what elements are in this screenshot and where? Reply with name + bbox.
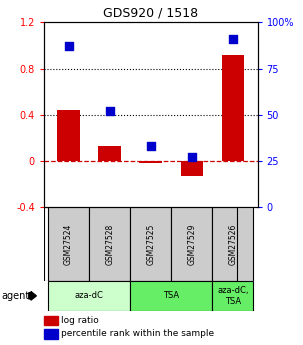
Bar xyxy=(44,316,58,325)
Text: GSM27524: GSM27524 xyxy=(64,224,73,265)
Text: agent: agent xyxy=(2,291,30,301)
Text: aza-dC: aza-dC xyxy=(75,291,104,300)
Title: GDS920 / 1518: GDS920 / 1518 xyxy=(103,7,198,20)
Text: GSM27528: GSM27528 xyxy=(105,224,114,265)
Point xyxy=(231,36,235,42)
Bar xyxy=(48,207,89,281)
Bar xyxy=(44,329,58,338)
Text: log ratio: log ratio xyxy=(61,316,98,325)
Bar xyxy=(171,207,212,281)
Bar xyxy=(221,55,244,161)
Text: GSM27526: GSM27526 xyxy=(228,224,238,265)
Point xyxy=(189,155,194,160)
Bar xyxy=(48,281,130,310)
Point xyxy=(107,108,112,114)
Point xyxy=(148,143,153,149)
Bar xyxy=(212,207,253,281)
Text: aza-dC,
TSA: aza-dC, TSA xyxy=(217,286,249,306)
Bar xyxy=(212,281,253,310)
Text: percentile rank within the sample: percentile rank within the sample xyxy=(61,329,214,338)
Bar xyxy=(130,207,171,281)
Bar xyxy=(98,146,121,161)
Bar xyxy=(139,161,162,163)
Bar xyxy=(181,161,203,176)
Bar xyxy=(57,110,80,161)
Bar xyxy=(89,207,130,281)
Text: GSM27529: GSM27529 xyxy=(187,224,196,265)
Bar xyxy=(130,281,212,310)
Text: GSM27525: GSM27525 xyxy=(146,224,155,265)
Text: TSA: TSA xyxy=(163,291,179,300)
Point xyxy=(66,44,71,49)
